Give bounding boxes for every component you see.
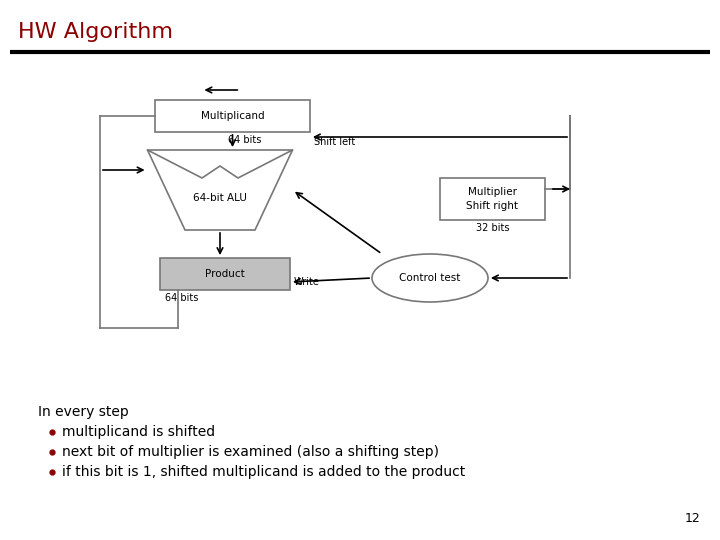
Text: 64-bit ALU: 64-bit ALU <box>193 193 247 203</box>
Ellipse shape <box>372 254 488 302</box>
Polygon shape <box>148 150 292 230</box>
Text: if this bit is 1, shifted multiplicand is added to the product: if this bit is 1, shifted multiplicand i… <box>62 465 465 479</box>
Text: multiplicand is shifted: multiplicand is shifted <box>62 425 215 439</box>
Text: Shift right: Shift right <box>467 201 518 211</box>
Text: 64 bits: 64 bits <box>228 135 261 145</box>
Text: Product: Product <box>205 269 245 279</box>
Bar <box>440 178 545 220</box>
Text: In every step: In every step <box>38 405 129 419</box>
Text: 32 bits: 32 bits <box>476 223 509 233</box>
Bar <box>160 258 290 290</box>
Text: next bit of multiplier is examined (also a shifting step): next bit of multiplier is examined (also… <box>62 445 439 459</box>
Text: HW Algorithm: HW Algorithm <box>18 22 173 42</box>
Text: Shift left: Shift left <box>314 137 355 147</box>
Bar <box>155 100 310 132</box>
Text: Multiplicand: Multiplicand <box>201 111 264 121</box>
Text: 64 bits: 64 bits <box>166 293 199 303</box>
Text: Write: Write <box>294 277 320 287</box>
Text: 12: 12 <box>684 512 700 525</box>
Text: Multiplier: Multiplier <box>468 187 517 197</box>
Text: Control test: Control test <box>400 273 461 283</box>
